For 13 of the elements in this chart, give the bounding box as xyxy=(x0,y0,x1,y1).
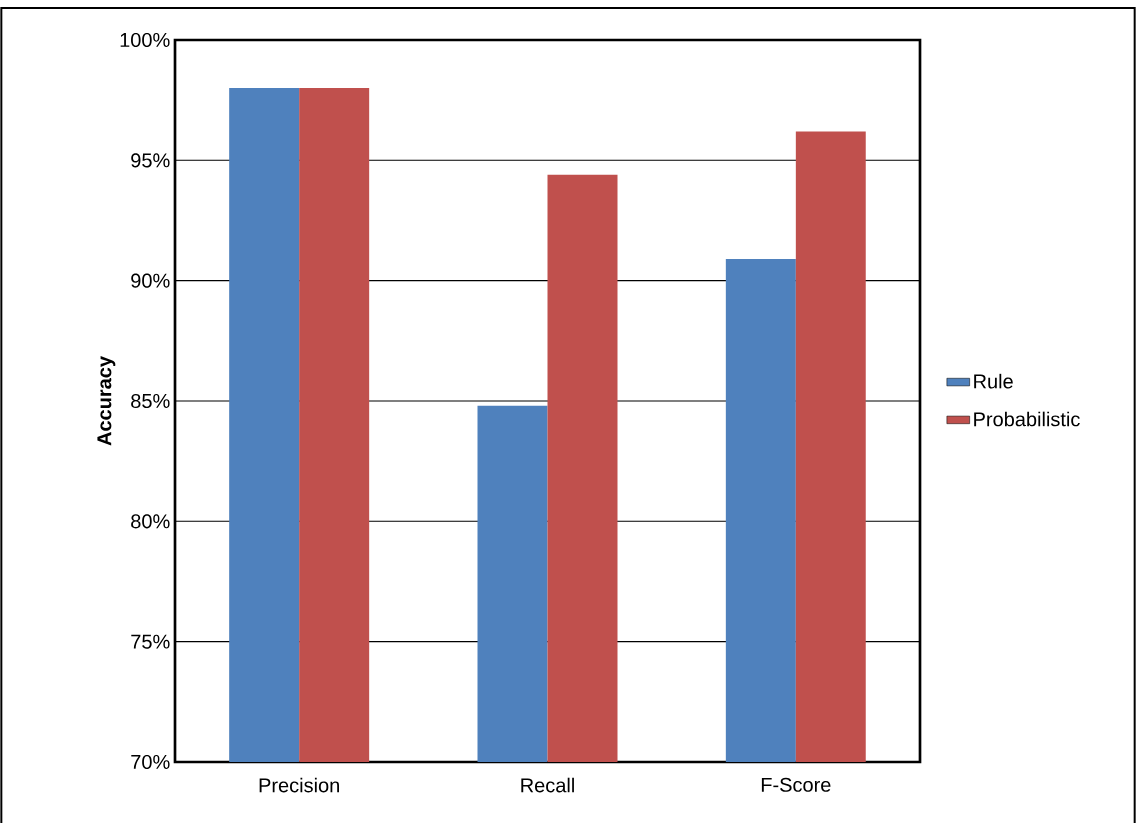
y-tick-label: 90% xyxy=(131,273,170,288)
x-tick-label: Recall xyxy=(521,777,574,793)
y-tick-label: 70% xyxy=(131,754,170,770)
y-axis-title: Accuracy xyxy=(97,356,116,446)
legend-label: Probabilistic xyxy=(974,411,1080,427)
x-tick-label: Precision xyxy=(259,777,339,793)
x-tick-label: F-Score xyxy=(761,777,831,792)
y-tick-label: 75% xyxy=(131,634,170,649)
y-tick-label: 85% xyxy=(131,393,170,409)
y-tick-label: 100% xyxy=(120,32,170,48)
y-tick-label: 95% xyxy=(131,153,170,168)
legend-label: Rule xyxy=(974,373,1013,389)
y-tick-label: 80% xyxy=(131,514,170,529)
